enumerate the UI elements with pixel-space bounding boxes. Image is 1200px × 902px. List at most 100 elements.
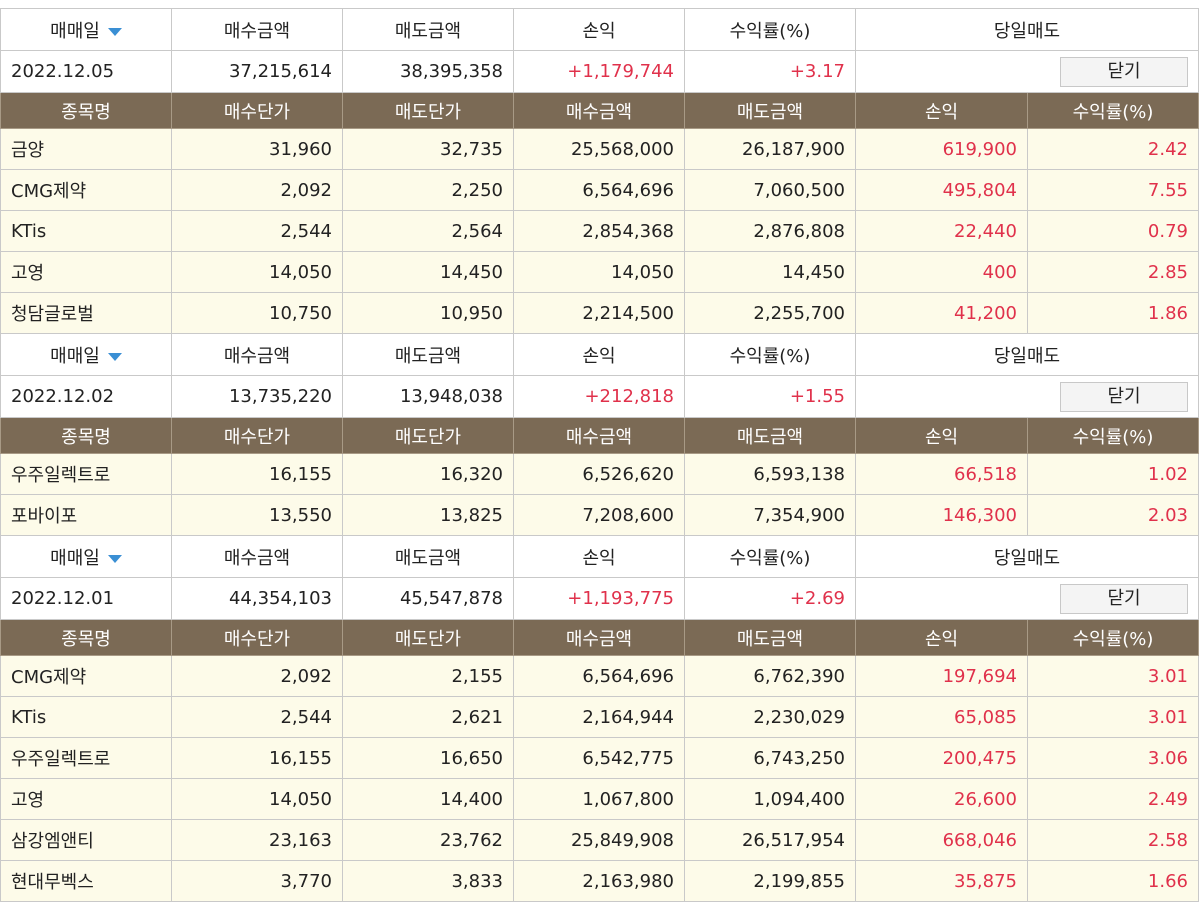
stock-row: 고영 14,050 14,400 1,067,800 1,094,400 26,600 2.… [0,778,1199,820]
summary-header-cell[interactable]: 매매일 [0,333,172,376]
stock-cell: 146,300 [855,494,1028,536]
stock-value: 23,163 [269,829,332,851]
close-button[interactable]: 닫기 [1060,56,1188,87]
detail-header-row: 종목명 매수단가 매도단가 매수금액 매도금액 손익 수익률(%) [0,619,1199,656]
stock-name: 현대무벡스 [11,872,94,893]
stock-cell: 26,517,954 [684,819,856,861]
close-cell: 닫기 [855,50,1199,93]
stock-row: 우주일렉트로 16,155 16,320 6,526,620 6,593,138 66,5… [0,453,1199,495]
header-label: 매수단가 [223,101,291,123]
stock-value: 2,876,808 [753,220,845,242]
sort-dropdown-icon[interactable] [107,27,122,36]
header-label: 매도금액 [736,101,804,123]
stock-row: 금양 31,960 32,735 25,568,000 26,187,900 619,90… [0,128,1199,170]
stock-value: 16,320 [440,463,503,485]
stock-cell: 619,900 [855,128,1028,170]
stock-cell: 삼강엠앤티 [0,819,172,861]
sort-dropdown-icon[interactable] [107,352,122,361]
header-label: 당일매도 [993,345,1061,367]
detail-header-cell: 종목명 [0,417,172,454]
header-label: 당일매도 [993,20,1061,42]
stock-value: 65,085 [954,706,1017,728]
header-label: 손익 [924,628,959,650]
stock-cell: 26,187,900 [684,128,856,170]
stock-name: 삼강엠앤티 [11,831,94,852]
header-label: 매수금액 [223,547,291,569]
stock-value: 2,250 [451,179,503,201]
stock-value: 1,094,400 [753,788,845,810]
stock-value: 0.79 [1147,220,1188,242]
close-button[interactable]: 닫기 [1060,381,1188,412]
summary-cell: 37,215,614 [171,50,343,93]
detail-header-cell: 매도금액 [684,619,856,656]
stock-cell: 6,762,390 [684,655,856,697]
detail-header-cell: 매수단가 [171,92,343,129]
stock-cell: 3.01 [1027,655,1199,697]
header-label: 매도단가 [394,628,462,650]
summary-value: +212,818 [584,386,674,407]
summary-cell: 38,395,358 [342,50,514,93]
summary-header-cell: 매수금액 [171,535,343,578]
stock-value: 2,155 [451,665,503,687]
stock-value: 619,900 [942,138,1017,160]
stock-cell: 2.85 [1027,251,1199,293]
stock-cell: 1.66 [1027,860,1199,902]
stock-value: 7,354,900 [753,504,845,526]
header-label: 매도금액 [736,426,804,448]
stock-cell: 현대무벡스 [0,860,172,902]
stock-cell: 14,400 [342,778,514,820]
sort-dropdown-icon[interactable] [107,554,122,563]
stock-value: 2,854,368 [582,220,674,242]
stock-value: 7,060,500 [753,179,845,201]
stock-value: 1.66 [1147,870,1188,892]
stock-cell: 14,050 [171,251,343,293]
stock-cell: 2,164,944 [513,696,685,738]
stock-cell: 400 [855,251,1028,293]
summary-header-cell[interactable]: 매매일 [0,8,172,51]
summary-cell: +1,179,744 [513,50,685,93]
summary-cell: 13,735,220 [171,375,343,418]
stock-name: 우주일렉트로 [11,465,111,486]
summary-cell: 45,547,878 [342,577,514,620]
stock-cell: 2.42 [1027,128,1199,170]
trade-table: 매매일 매수금액 매도금액 손익 수익률(%) 당일매도 2022.12.05 37,215,… [0,8,1199,902]
stock-value: 41,200 [954,302,1017,324]
summary-header-cell: 매도금액 [342,333,514,376]
stock-cell: 26,600 [855,778,1028,820]
header-label: 매수금액 [565,101,633,123]
summary-row: 2022.12.05 37,215,614 38,395,358 +1,179,744… [0,50,1199,93]
stock-cell: 200,475 [855,737,1028,779]
stock-cell: 197,694 [855,655,1028,697]
stock-row: 우주일렉트로 16,155 16,650 6,542,775 6,743,250 200,… [0,737,1199,779]
summary-row: 2022.12.01 44,354,103 45,547,878 +1,193,775… [0,577,1199,620]
stock-value: 7.55 [1147,179,1188,201]
stock-cell: 6,593,138 [684,453,856,495]
stock-value: 16,650 [440,747,503,769]
stock-cell: 2,199,855 [684,860,856,902]
summary-header-cell: 수익률(%) [684,535,856,578]
summary-cell: 2022.12.02 [0,375,172,418]
stock-cell: 2,544 [171,696,343,738]
header-label: 매도금액 [394,20,462,42]
close-button[interactable]: 닫기 [1060,583,1188,614]
summary-row: 2022.12.02 13,735,220 13,948,038 +212,818 +1… [0,375,1199,418]
stock-value: 2.03 [1147,504,1188,526]
summary-header-cell: 수익률(%) [684,8,856,51]
stock-cell: 668,046 [855,819,1028,861]
summary-value: 2022.12.05 [11,61,115,82]
stock-value: 2,199,855 [753,870,845,892]
header-label: 수익률(%) [729,20,811,42]
stock-value: 10,950 [440,302,503,324]
summary-header-cell: 매수금액 [171,8,343,51]
detail-header-cell: 매도단가 [342,92,514,129]
header-label: 종목명 [61,628,111,650]
stock-value: 6,526,620 [582,463,674,485]
stock-name: 고영 [11,263,45,284]
stock-value: 2,255,700 [753,302,845,324]
header-label: 손익 [924,101,959,123]
summary-value: +1,193,775 [567,588,674,609]
stock-cell: 6,564,696 [513,655,685,697]
summary-header-cell[interactable]: 매매일 [0,535,172,578]
stock-name: KTis [11,706,47,728]
